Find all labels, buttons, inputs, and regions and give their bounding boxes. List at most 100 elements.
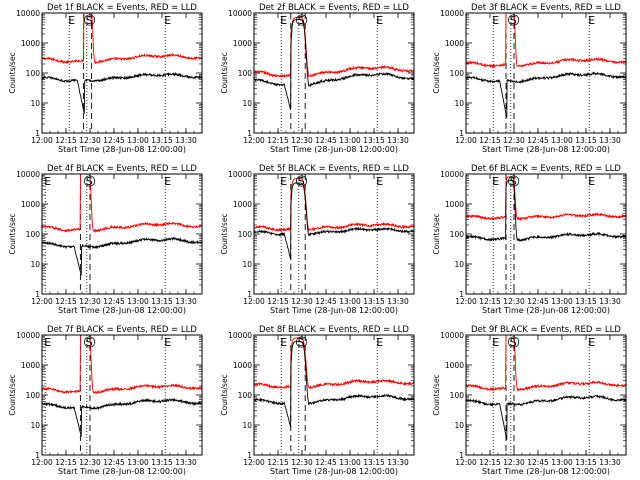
plot-frame <box>41 334 203 456</box>
x-tick-label: 12:30 <box>79 136 101 145</box>
x-axis-label: Start Time (28-Jun-08 12:00:00) <box>270 306 398 315</box>
x-tick-label: 13:00 <box>127 136 149 145</box>
y-tick-label: 100 <box>238 69 253 78</box>
x-tick-label: 13:15 <box>575 136 597 145</box>
marker-label: E <box>280 175 287 188</box>
x-tick-label: 12:30 <box>503 458 525 467</box>
plot-frame <box>465 173 627 295</box>
y-tick-label: 100 <box>450 230 465 239</box>
x-tick-label: 13:15 <box>363 136 385 145</box>
x-axis-label: Start Time (28-Jun-08 12:00:00) <box>482 306 610 315</box>
y-tick-label: 100 <box>238 391 253 400</box>
x-tick-label: 12:15 <box>55 297 77 306</box>
y-tick-label: 10000 <box>440 170 464 179</box>
y-tick-label: 1000 <box>233 39 252 48</box>
y-tick-label: 1 <box>459 129 464 138</box>
series-line <box>42 71 202 114</box>
marker-label: S <box>510 14 517 27</box>
x-tick-label: 13:30 <box>599 458 621 467</box>
x-tick-label: 12:00 <box>243 297 265 306</box>
series-line <box>466 71 626 118</box>
marker-label: E <box>280 336 287 349</box>
marker-label: S <box>86 336 93 349</box>
x-tick-label: 13:00 <box>551 297 573 306</box>
y-tick-label: 10000 <box>16 331 40 340</box>
x-tick-label: 13:30 <box>387 136 409 145</box>
x-tick-label: 13:30 <box>175 297 197 306</box>
x-tick-label: 12:30 <box>291 297 313 306</box>
marker-label: E <box>588 175 595 188</box>
y-axis-label: Counts/sec <box>8 52 17 93</box>
series-line <box>254 17 414 78</box>
y-tick-label: 1 <box>35 451 40 460</box>
x-tick-label: 12:45 <box>103 458 125 467</box>
series-line <box>42 335 202 395</box>
marker-label: E <box>588 14 595 27</box>
x-tick-label: 12:15 <box>267 297 289 306</box>
series-line <box>466 13 626 69</box>
marker-label: S <box>298 336 305 349</box>
x-axis-label: Start Time (28-Jun-08 12:00:00) <box>58 145 186 154</box>
x-tick-label: 12:45 <box>527 136 549 145</box>
x-tick-label: 13:15 <box>151 297 173 306</box>
x-tick-label: 12:30 <box>79 458 101 467</box>
x-tick-label: 12:15 <box>55 136 77 145</box>
y-tick-label: 10 <box>242 260 252 269</box>
y-tick-label: 10000 <box>16 170 40 179</box>
marker-label: E <box>376 14 383 27</box>
y-tick-label: 1000 <box>445 361 464 370</box>
x-tick-label: 13:15 <box>363 297 385 306</box>
panel-title: Det 2f BLACK = Events, RED = LLD <box>259 3 409 13</box>
marker-label: S <box>298 175 305 188</box>
x-tick-label: 12:30 <box>291 458 313 467</box>
x-tick-label: 13:00 <box>127 297 149 306</box>
x-tick-label: 13:15 <box>363 458 385 467</box>
marker-label: E <box>280 14 287 27</box>
x-tick-label: 12:15 <box>267 458 289 467</box>
x-tick-label: 12:00 <box>455 136 477 145</box>
x-axis-label: Start Time (28-Jun-08 12:00:00) <box>270 467 398 476</box>
marker-label: E <box>376 336 383 349</box>
panel-title: Det 8f BLACK = Events, RED = LLD <box>259 325 409 335</box>
panel-title: Det 5f BLACK = Events, RED = LLD <box>259 164 409 174</box>
y-tick-label: 10000 <box>440 331 464 340</box>
marker-label: E <box>376 175 383 188</box>
panel-title: Det 4f BLACK = Events, RED = LLD <box>47 164 197 174</box>
x-tick-label: 12:15 <box>479 136 501 145</box>
marker-label: S <box>510 175 517 188</box>
x-tick-label: 13:30 <box>387 297 409 306</box>
x-tick-label: 12:30 <box>79 297 101 306</box>
x-tick-label: 13:00 <box>339 458 361 467</box>
y-tick-label: 10 <box>454 421 464 430</box>
plot-frame <box>41 12 203 134</box>
x-tick-label: 13:00 <box>551 136 573 145</box>
y-axis-label: Counts/sec <box>220 213 229 254</box>
y-tick-label: 1000 <box>21 200 40 209</box>
marker-label: E <box>44 175 51 188</box>
x-tick-label: 12:00 <box>243 136 265 145</box>
plot-frame <box>41 173 203 295</box>
y-tick-label: 100 <box>26 69 41 78</box>
y-tick-label: 100 <box>238 230 253 239</box>
y-tick-label: 10 <box>454 99 464 108</box>
y-axis-label: Counts/sec <box>432 374 441 415</box>
x-tick-label: 12:30 <box>291 136 313 145</box>
y-axis-label: Counts/sec <box>220 52 229 93</box>
x-axis-label: Start Time (28-Jun-08 12:00:00) <box>58 306 186 315</box>
y-tick-label: 1 <box>35 129 40 138</box>
plot-frame <box>253 334 415 456</box>
series-line <box>254 341 414 427</box>
y-tick-label: 10000 <box>228 170 252 179</box>
marker-label: S <box>298 14 305 27</box>
series-line <box>466 176 626 221</box>
x-tick-label: 12:45 <box>103 136 125 145</box>
panel-title: Det 3f BLACK = Events, RED = LLD <box>471 3 621 13</box>
series-line <box>42 174 202 234</box>
marker-label: E <box>492 175 499 188</box>
marker-label: E <box>44 336 51 349</box>
y-tick-label: 100 <box>450 391 465 400</box>
